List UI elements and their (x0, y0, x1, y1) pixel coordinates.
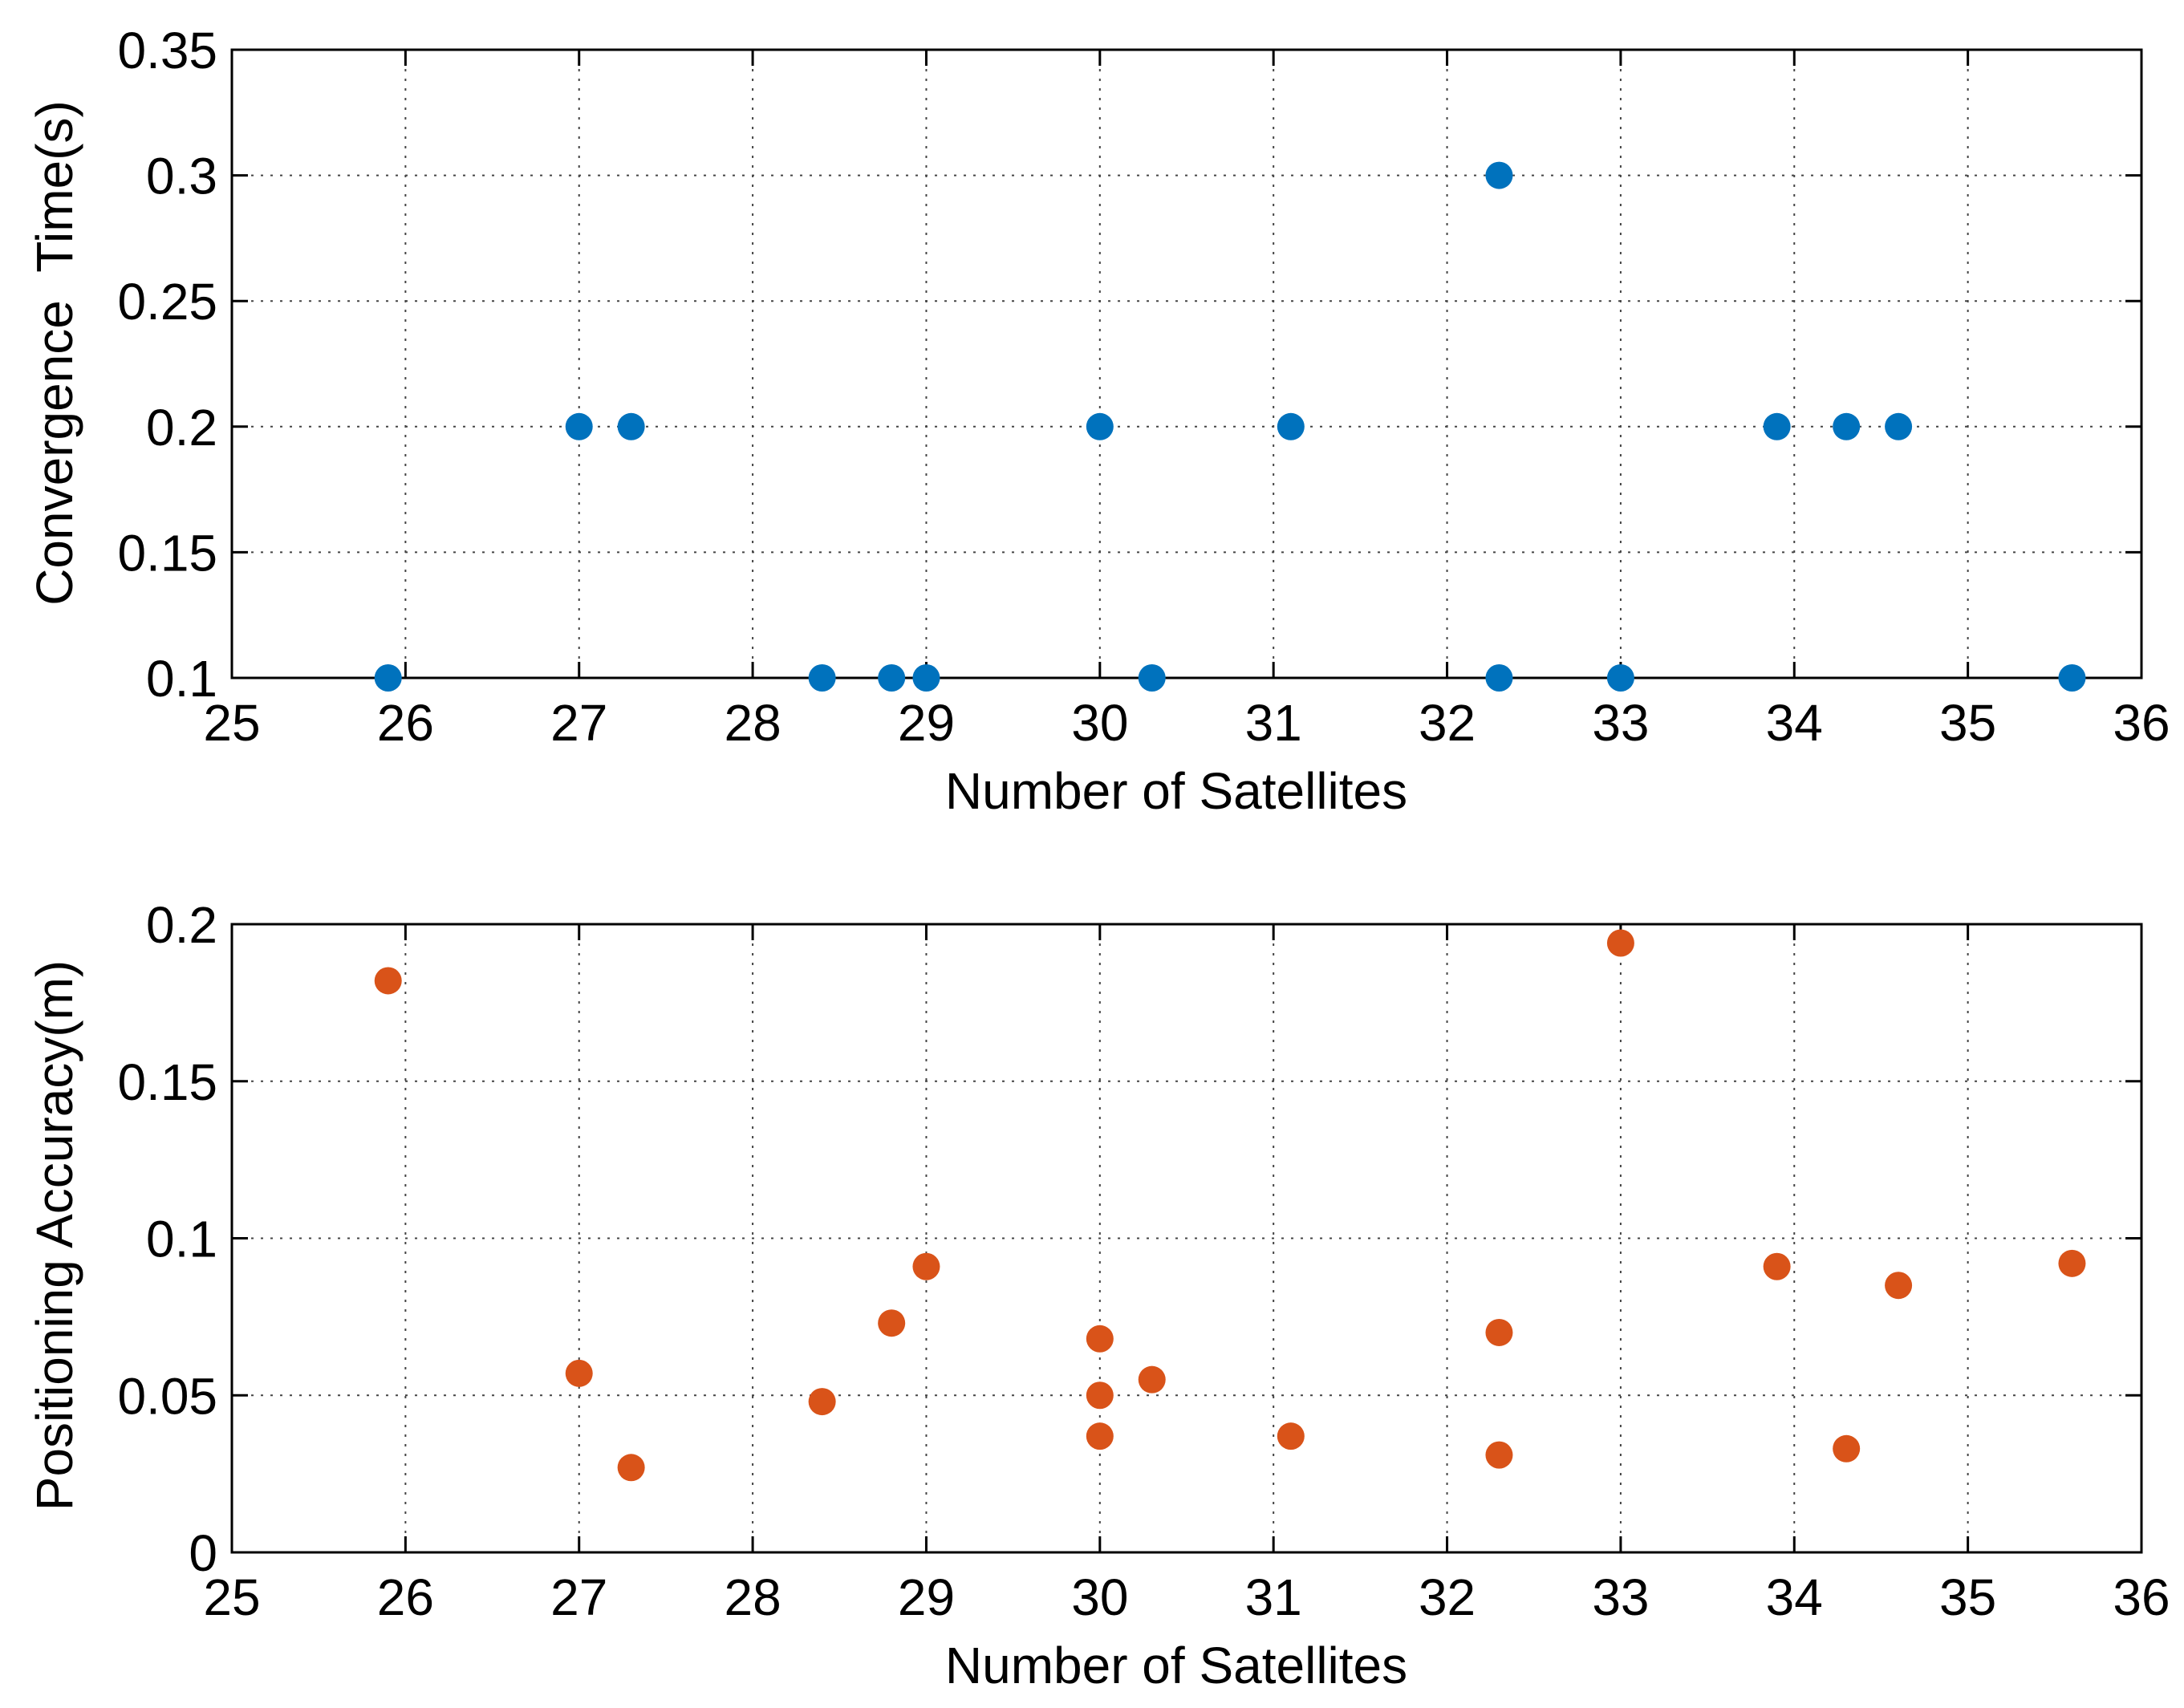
y-tick-label: 0.15 (117, 524, 217, 582)
data-point (1138, 1365, 1166, 1394)
x-axis-label-top: Number of Satellites (945, 762, 1407, 820)
data-point (808, 1388, 836, 1416)
data-point (912, 1252, 940, 1280)
x-tick-label: 33 (1592, 694, 1649, 752)
x-tick-label: 31 (1245, 694, 1302, 752)
x-tick-label: 35 (1939, 1568, 1996, 1626)
positioning-accuracy-chart: Number of Satellites Positioning Accurac… (26, 896, 2170, 1694)
data-point (617, 412, 645, 440)
x-tick-label: 29 (898, 694, 955, 752)
x-tick-label: 34 (1766, 1568, 1823, 1626)
x-tick-label: 31 (1245, 1568, 1302, 1626)
x-tick-label: 27 (550, 1568, 607, 1626)
data-point (1606, 929, 1634, 957)
data-point (878, 664, 906, 692)
x-tick-label: 36 (2113, 694, 2170, 752)
x-tick-label: 35 (1939, 694, 1996, 752)
data-points-top (374, 161, 2086, 692)
grid-lines-top (232, 50, 2141, 678)
data-point (1086, 1381, 1114, 1410)
data-point (912, 664, 940, 692)
data-point (1485, 1441, 1513, 1469)
y-tick-label: 0.1 (146, 1211, 217, 1268)
ticks-bottom: 25 26 27 28 29 30 31 32 33 34 35 36 0 0.05 0.1 0.15 0.2 (117, 896, 2170, 1626)
data-point (1086, 1422, 1114, 1450)
data-point (374, 664, 402, 692)
data-point (1086, 1325, 1114, 1353)
data-point (1277, 412, 1305, 440)
x-tick-label: 25 (203, 1568, 260, 1626)
data-point (1485, 1318, 1513, 1346)
x-tick-label: 29 (898, 1568, 955, 1626)
data-point (1086, 412, 1114, 440)
data-point (1485, 664, 1513, 692)
y-axis-label-bottom: Positioning Accuracy(m) (26, 960, 83, 1511)
x-tick-label: 28 (724, 694, 781, 752)
y-tick-label: 0.25 (117, 273, 217, 331)
plot-frame-top (230, 48, 2143, 680)
x-tick-label: 33 (1592, 1568, 1649, 1626)
x-tick-label: 34 (1766, 694, 1823, 752)
plot-frame-bottom (230, 923, 2143, 1554)
data-point (1763, 412, 1791, 440)
y-tick-label: 0.2 (146, 896, 217, 954)
data-point (617, 1454, 645, 1482)
x-tick-label: 26 (377, 1568, 434, 1626)
data-point (878, 1309, 906, 1337)
x-tick-label: 30 (1071, 694, 1128, 752)
data-point (1833, 412, 1861, 440)
data-point (1485, 161, 1513, 189)
data-point (1763, 1252, 1791, 1280)
y-tick-label: 0.2 (146, 399, 217, 456)
ticks-top: 25 26 27 28 29 30 31 32 33 34 35 36 0.1 0.15 0.2 0.25 0.… (117, 22, 2170, 752)
data-points-bottom (374, 929, 2086, 1482)
y-tick-label: 0.05 (117, 1367, 217, 1425)
data-point (1138, 664, 1166, 692)
data-point (1885, 1272, 1913, 1300)
x-tick-label: 36 (2113, 1568, 2170, 1626)
data-point (1606, 664, 1634, 692)
data-point (2058, 1249, 2086, 1277)
y-tick-label: 0 (189, 1524, 217, 1582)
data-point (808, 664, 836, 692)
data-point (374, 967, 402, 995)
data-point (1277, 1422, 1305, 1450)
x-tick-label: 28 (724, 1568, 781, 1626)
y-tick-label: 0.1 (146, 650, 217, 708)
data-point (1833, 1434, 1861, 1463)
x-tick-label: 30 (1071, 1568, 1128, 1626)
x-tick-label: 25 (203, 694, 260, 752)
y-tick-label: 0.3 (146, 148, 217, 205)
grid-lines-bottom (232, 924, 2141, 1552)
data-point (1885, 412, 1913, 440)
y-axis-label-top: Convergence Time(s) (26, 100, 83, 606)
x-axis-label-bottom: Number of Satellites (945, 1637, 1407, 1694)
y-tick-label: 0.15 (117, 1053, 217, 1111)
data-point (565, 1359, 593, 1387)
x-tick-label: 32 (1419, 1568, 1476, 1626)
x-tick-label: 27 (550, 694, 607, 752)
x-tick-label: 32 (1419, 694, 1476, 752)
x-tick-label: 26 (377, 694, 434, 752)
convergence-time-chart: Number of Satellites Convergence Time(s)… (26, 22, 2170, 820)
data-point (565, 412, 593, 440)
data-point (2058, 664, 2086, 692)
y-tick-label: 0.35 (117, 22, 217, 79)
